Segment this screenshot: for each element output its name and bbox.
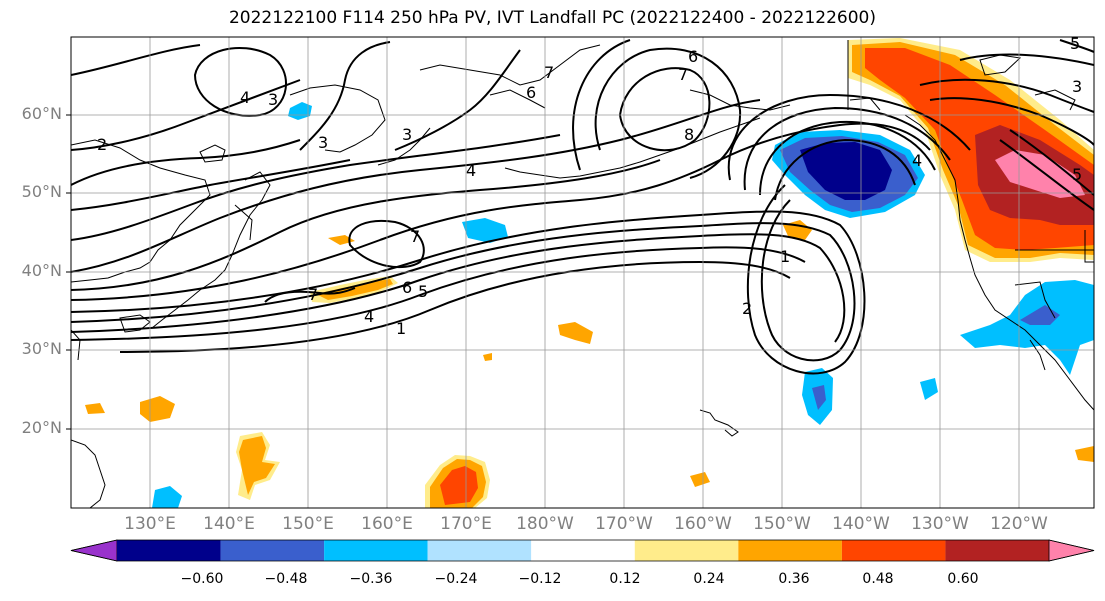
contour-label: 5 <box>418 282 428 301</box>
lon-label-150w: 150°W <box>753 514 811 534</box>
contour-label: 7 <box>678 65 688 84</box>
contour-label: 1 <box>396 319 406 338</box>
contour-label: 4 <box>912 151 922 170</box>
contour-label: 6 <box>526 83 536 102</box>
contour-label: 1 <box>780 247 790 266</box>
contour-label: 7 <box>410 227 420 246</box>
colorbar-swatch <box>117 540 221 561</box>
colorbar-tick-label: 0.48 <box>862 571 894 587</box>
contour-label: 6 <box>402 278 412 297</box>
colorbar-tick-label: −0.60 <box>180 571 224 587</box>
lon-label-170e: 170°E <box>440 514 492 534</box>
contour-label: 5 <box>1072 165 1082 184</box>
colorbar-tick-label: −0.12 <box>518 571 562 587</box>
colorbar-swatch <box>841 540 946 561</box>
contour-label: 3 <box>318 133 328 152</box>
colorbar-swatch <box>324 540 428 561</box>
lon-label-170w: 170°W <box>595 514 653 534</box>
contour-label: 7 <box>544 63 554 82</box>
colorbar-swatch <box>945 540 1049 561</box>
lon-label-120w: 120°W <box>990 514 1048 534</box>
contour-label: 3 <box>402 125 412 144</box>
colorbar-tick-label: 0.36 <box>778 571 810 587</box>
lat-label-30n: 30°N <box>21 339 62 358</box>
lon-label-130w: 130°W <box>911 514 969 534</box>
coastlines <box>71 40 1094 508</box>
contour-label: 3 <box>1072 77 1082 96</box>
contour-label: 3 <box>268 90 278 109</box>
lat-label-40n: 40°N <box>21 261 62 280</box>
colorbar-tick-label: −0.48 <box>264 571 308 587</box>
colorbar-swatch <box>220 540 325 561</box>
lon-label-180w: 180°W <box>516 514 574 534</box>
colorbar <box>70 539 1095 562</box>
colorbar-outline <box>70 539 1095 562</box>
contour-label: 5 <box>1070 34 1080 53</box>
colorbar-tick-label: 0.24 <box>693 571 725 587</box>
lat-label-50n: 50°N <box>21 182 62 201</box>
contour-label: 4 <box>240 88 250 107</box>
shaded-positive-pv-northeast <box>848 38 1094 262</box>
lon-label-160e: 160°E <box>361 514 413 534</box>
contour-label: 2 <box>97 135 107 154</box>
contour-label: 8 <box>684 125 694 144</box>
lat-label-60n: 60°N <box>21 104 62 123</box>
contour-label: 4 <box>466 161 476 180</box>
colorbar-tick-label: −0.24 <box>434 571 478 587</box>
lon-label-130e: 130°E <box>124 514 176 534</box>
lat-label-20n: 20°N <box>21 418 62 437</box>
colorbar-tick-label: 0.60 <box>947 571 979 587</box>
pv-contours <box>71 39 1094 375</box>
lon-label-140e: 140°E <box>203 514 255 534</box>
axis-ticks <box>66 114 71 430</box>
lon-label-140w: 140°W <box>832 514 890 534</box>
map-title: 2022122100 F114 250 hPa PV, IVT Landfall… <box>228 8 876 28</box>
gridlines <box>71 37 1094 508</box>
colorbar-tick-label: 0.12 <box>609 571 641 587</box>
colorbar-swatch <box>427 540 532 561</box>
lon-label-150e: 150°E <box>282 514 334 534</box>
colorbar-swatch <box>738 540 842 561</box>
lon-label-160w: 160°W <box>674 514 732 534</box>
colorbar-extend-low <box>70 539 118 562</box>
colorbar-tick-label: −0.36 <box>349 571 393 587</box>
contour-label: 2 <box>742 299 752 318</box>
contour-label: 4 <box>364 307 374 326</box>
colorbar-swatch <box>531 540 635 561</box>
shaded-positive-pv-small <box>85 220 1094 508</box>
contour-labels: 2 3 4 3 3 4 7 6 8 7 6 5 4 1 7 6 5 4 1 2 … <box>97 34 1082 338</box>
colorbar-swatch <box>634 540 739 561</box>
contour-label: 7 <box>308 285 318 304</box>
colorbar-extend-high <box>1048 539 1095 562</box>
contour-label: 6 <box>688 47 698 66</box>
